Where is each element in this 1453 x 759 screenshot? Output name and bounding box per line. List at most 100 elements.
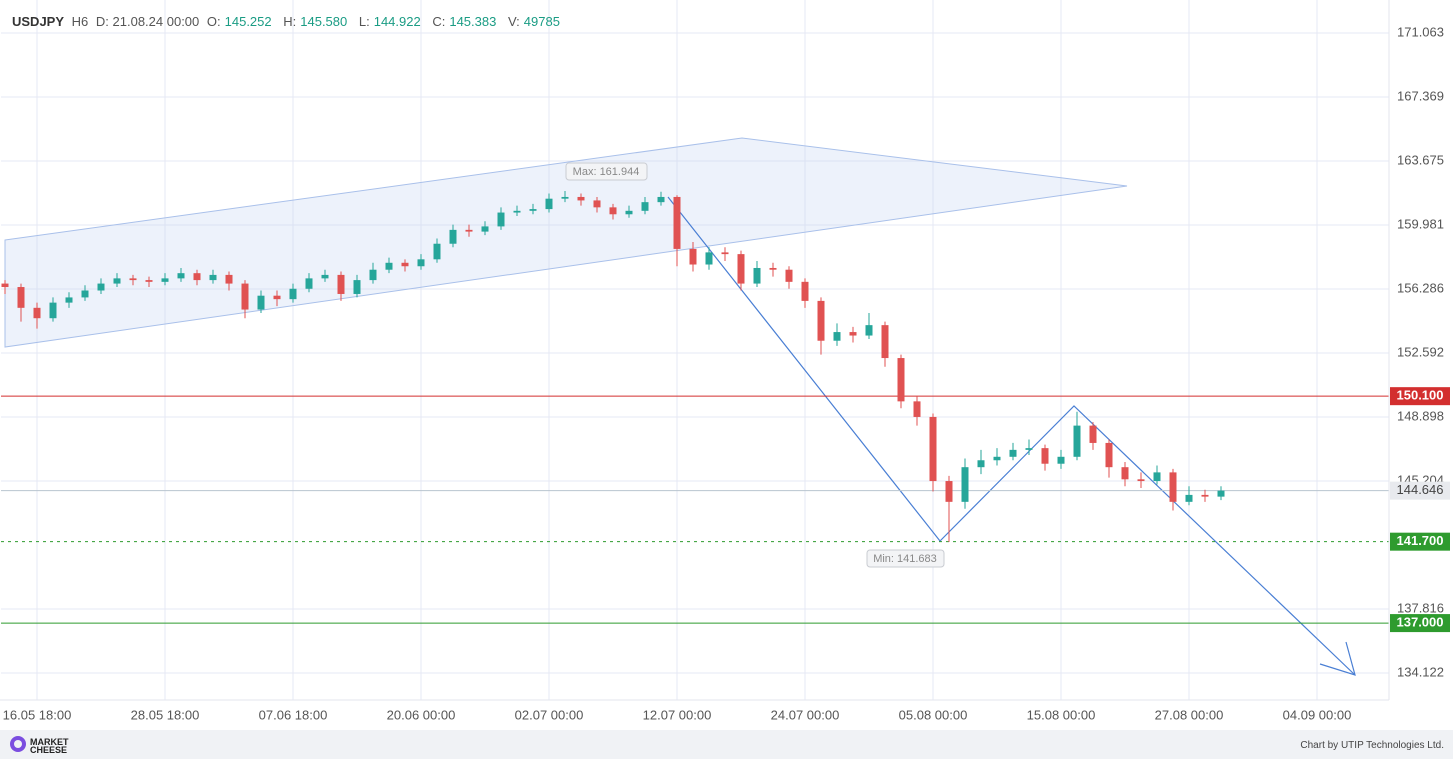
candle-body bbox=[833, 332, 841, 341]
y-tick-label: 171.063 bbox=[1397, 24, 1444, 39]
candle-body bbox=[689, 248, 697, 265]
y-tick-label: 137.816 bbox=[1397, 600, 1444, 615]
candle-body bbox=[449, 229, 457, 244]
candle-body bbox=[1, 283, 9, 288]
timeframe: H6 bbox=[71, 14, 89, 29]
candle-body bbox=[929, 416, 937, 482]
candle-body bbox=[913, 401, 921, 417]
candle-body bbox=[1153, 472, 1161, 482]
o-label: O: bbox=[206, 14, 221, 29]
candle-body bbox=[497, 212, 505, 227]
candle-body bbox=[625, 210, 633, 215]
x-tick-label: 05.08 00:00 bbox=[899, 707, 968, 722]
candle-body bbox=[593, 200, 601, 208]
o-value: 145.252 bbox=[224, 14, 272, 29]
y-tick-label: 159.981 bbox=[1397, 216, 1444, 231]
l-label: L: bbox=[358, 14, 370, 29]
h-label: H: bbox=[283, 14, 297, 29]
candle-body bbox=[1201, 494, 1209, 497]
candle-body bbox=[513, 210, 521, 213]
candle-body bbox=[737, 254, 745, 284]
candle-body bbox=[33, 307, 41, 319]
candle-body bbox=[49, 302, 57, 319]
candle-body bbox=[465, 229, 473, 232]
date: D: 21.08.24 00:00 bbox=[95, 14, 200, 29]
candle-body bbox=[193, 273, 201, 281]
header: USDJPY H6 D: 21.08.24 00:00 O: 145.252 H:… bbox=[12, 14, 568, 29]
candle-body bbox=[65, 297, 73, 303]
candle-body bbox=[1137, 479, 1145, 482]
candle-body bbox=[545, 198, 553, 210]
candle-body bbox=[1025, 448, 1033, 450]
candle-body bbox=[1121, 467, 1129, 480]
x-tick-label: 12.07 00:00 bbox=[643, 707, 712, 722]
level-box bbox=[1390, 614, 1450, 633]
candle-body bbox=[1009, 449, 1017, 457]
x-tick-label: 20.06 00:00 bbox=[387, 707, 456, 722]
candle-body bbox=[1057, 456, 1065, 464]
candle-body bbox=[433, 243, 441, 260]
candle-body bbox=[1073, 425, 1081, 457]
candle-body bbox=[337, 274, 345, 294]
level-box bbox=[1390, 387, 1450, 406]
candle-body bbox=[257, 295, 265, 310]
candle-body bbox=[305, 278, 313, 289]
zigzag bbox=[667, 196, 1356, 676]
c-value: 145.383 bbox=[449, 14, 497, 29]
h-value: 145.580 bbox=[300, 14, 348, 29]
candle-body bbox=[1105, 442, 1113, 468]
min-box bbox=[866, 549, 945, 568]
level-label: 141.700 bbox=[1397, 533, 1444, 548]
candle-body bbox=[577, 196, 585, 201]
x-tick-label: 27.08 00:00 bbox=[1155, 707, 1224, 722]
candle-body bbox=[353, 280, 361, 294]
max-box bbox=[565, 162, 648, 181]
candle-body bbox=[273, 295, 281, 300]
grid bbox=[1, 0, 1389, 700]
candle-body bbox=[769, 267, 777, 270]
candle-body bbox=[945, 481, 953, 502]
chart: Max: 161.944 Min: 141.683 171.063 167.369… bbox=[0, 0, 1450, 722]
candle-body bbox=[401, 262, 409, 267]
channel bbox=[4, 137, 1128, 348]
max-label: Max: 161.944 bbox=[573, 166, 640, 178]
candle-body bbox=[721, 252, 729, 255]
arrow-head bbox=[1319, 641, 1356, 676]
candle-body bbox=[641, 202, 649, 211]
candle-body bbox=[1217, 490, 1225, 497]
symbol: USDJPY bbox=[12, 14, 65, 29]
x-tick-label: 02.07 00:00 bbox=[515, 707, 584, 722]
y-tick-label: 134.122 bbox=[1397, 664, 1444, 679]
logo-text: MARKET CHEESE bbox=[30, 737, 69, 755]
candle-body bbox=[961, 467, 969, 502]
candle-body bbox=[1169, 472, 1177, 502]
candle-body bbox=[81, 290, 89, 298]
candle-body bbox=[1089, 425, 1097, 443]
candle-body bbox=[161, 278, 169, 282]
candle-body bbox=[113, 278, 121, 284]
candle-body bbox=[17, 287, 25, 308]
candle-body bbox=[97, 283, 105, 291]
level-label: 137.000 bbox=[1397, 615, 1444, 630]
v-label: V: bbox=[507, 14, 520, 29]
logo-icon bbox=[10, 736, 26, 752]
candle-body bbox=[209, 274, 217, 281]
y-tick-label: 148.898 bbox=[1397, 408, 1444, 423]
candle-body bbox=[1185, 494, 1193, 502]
candle-body bbox=[129, 278, 137, 281]
credit: Chart by UTIP Technologies Ltd. bbox=[1300, 740, 1444, 751]
candle-body bbox=[705, 252, 713, 265]
candle-body bbox=[977, 460, 985, 468]
axis: 171.063 167.369 163.675 159.981 156.286 152.5… bbox=[3, 24, 1450, 722]
candle-body bbox=[321, 274, 329, 279]
candle-body bbox=[753, 267, 761, 284]
candle-body bbox=[145, 280, 153, 282]
levels bbox=[1, 395, 1389, 624]
candle-body bbox=[417, 259, 425, 267]
candle-body bbox=[673, 196, 681, 249]
footer: MARKET CHEESE Chart by UTIP Technologies… bbox=[0, 730, 1453, 759]
y-tick-label: 152.592 bbox=[1397, 344, 1444, 359]
candle-body bbox=[241, 283, 249, 310]
x-tick-label: 24.07 00:00 bbox=[771, 707, 840, 722]
candle-body bbox=[817, 300, 825, 341]
